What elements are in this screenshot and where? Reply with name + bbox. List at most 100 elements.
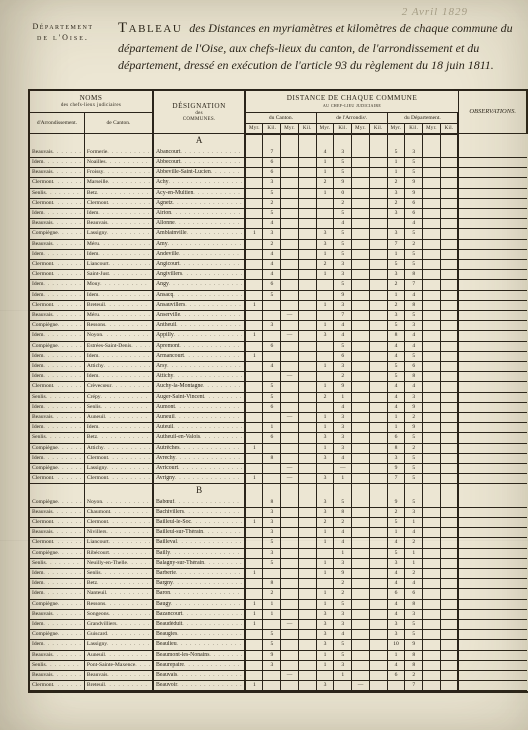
cell-canton: Songeons bbox=[84, 609, 153, 619]
table-row: IdemIdemAndeville41515 bbox=[30, 249, 527, 259]
cell-commune: Autrêches bbox=[153, 443, 245, 453]
paper-fold bbox=[0, 540, 528, 541]
cell-arrondissement: Idem bbox=[30, 423, 84, 433]
header-kil: Kil. bbox=[263, 123, 281, 134]
cell-commune: Beaulieu bbox=[153, 640, 245, 650]
cell-canton: Ressons bbox=[84, 321, 153, 331]
cell-commune: Angicourt bbox=[153, 259, 245, 269]
cell-observations bbox=[458, 413, 527, 423]
table-row: IdemSenlisBarberie11942 bbox=[30, 569, 527, 579]
cell-canton: Betz bbox=[84, 188, 153, 198]
cell-canton: Lassigny bbox=[84, 640, 153, 650]
header-kil: Kil. bbox=[440, 123, 458, 134]
table-row: SenlisBetzAcy-en-Multien51039 bbox=[30, 188, 527, 198]
header-noms-sub: des chefs-lieux judiciaires bbox=[32, 103, 150, 108]
header-kil: Kil. bbox=[298, 123, 316, 134]
table-row: CompiègneRessonsAntheuil31453 bbox=[30, 321, 527, 331]
table-row: IdemIdemAnsacq5914 bbox=[30, 290, 527, 300]
cell-canton: Saint-Just bbox=[84, 270, 153, 280]
cell-canton: Breteuil bbox=[84, 681, 153, 691]
header-kil: Kil. bbox=[369, 123, 387, 134]
department-line2: de l'Oise. bbox=[18, 33, 108, 42]
cell-observations bbox=[458, 528, 527, 538]
cell-commune: Autheuil-en-Valois bbox=[153, 433, 245, 443]
table-row: ClermontClermontAgnetz2226 bbox=[30, 198, 527, 208]
cell-canton: Nanteuil bbox=[84, 589, 153, 599]
cell-arrondissement: Compiègne bbox=[30, 321, 84, 331]
cell-observations bbox=[458, 433, 527, 443]
cell-arrondissement: Beauvais bbox=[30, 310, 84, 320]
department-line1: Département bbox=[18, 22, 108, 31]
cell-canton: Grandvilliers bbox=[84, 620, 153, 630]
cell-canton: Guiscard bbox=[84, 630, 153, 640]
cell-observations bbox=[458, 178, 527, 188]
cell-observations bbox=[458, 310, 527, 320]
cell-commune: Beauvais bbox=[153, 671, 245, 681]
table-row: IdemMouyAngy6527 bbox=[30, 280, 527, 290]
cell-canton: Mouy bbox=[84, 280, 153, 290]
cell-observations bbox=[458, 351, 527, 361]
cell-arrondissement: Beauvais bbox=[30, 609, 84, 619]
header-de-arrond: de l'Arrondisᵗ. bbox=[316, 112, 387, 123]
cell-arrondissement: Compiègne bbox=[30, 464, 84, 474]
cell-canton: Auneuil bbox=[84, 413, 153, 423]
header-arrondissement: d'Arrondissement. bbox=[30, 112, 84, 134]
table-row: BeauvaisSongeonsBazancourt113343 bbox=[30, 609, 527, 619]
cell-canton: Lassigny bbox=[84, 464, 153, 474]
cell-observations bbox=[458, 300, 527, 310]
cell-commune: Auneuil bbox=[153, 413, 245, 423]
cell-commune: Amblainville bbox=[153, 229, 245, 239]
cell-canton: Liancourt bbox=[84, 259, 153, 269]
cell-canton: Formerie bbox=[84, 148, 153, 158]
table-row: ClermontLiancourtAngicourt42355 bbox=[30, 259, 527, 269]
cell-canton: Ribécourt bbox=[84, 548, 153, 558]
cell-canton: Méru bbox=[84, 239, 153, 249]
cell-arrondissement: Idem bbox=[30, 640, 84, 650]
cell-arrondissement: Idem bbox=[30, 579, 84, 589]
cell-arrondissement: Senlis bbox=[30, 188, 84, 198]
cell-commune: Bailleul-le-Soc bbox=[153, 518, 245, 528]
cell-commune: Aumont bbox=[153, 402, 245, 412]
cell-arrondissement: Idem bbox=[30, 351, 84, 361]
cell-canton: Clermont bbox=[84, 474, 153, 484]
cell-arrondissement: Clermont bbox=[30, 300, 84, 310]
table-body: ABeauvaisFormerieAbancourt74353IdemNoail… bbox=[30, 134, 527, 691]
cell-canton: Idem bbox=[84, 208, 153, 218]
cell-commune: Beaudéduit bbox=[153, 620, 245, 630]
table-row: IdemAttichyArsy41356 bbox=[30, 361, 527, 371]
table-row: ClermontBreteuilAnsauvillers11328 bbox=[30, 300, 527, 310]
table-row: IdemGrandvilliersBeaudéduit1—3335 bbox=[30, 620, 527, 630]
table-row: CompiègneRessonsBaugy111548 bbox=[30, 599, 527, 609]
cell-canton: Pont-Sainte-Maxence bbox=[84, 660, 153, 670]
cell-observations bbox=[458, 453, 527, 463]
cell-observations bbox=[458, 290, 527, 300]
cell-commune: Baron bbox=[153, 589, 245, 599]
cell-canton: Senlis bbox=[84, 569, 153, 579]
section-letter-row: A bbox=[30, 134, 527, 148]
cell-commune: Antheuil bbox=[153, 321, 245, 331]
cell-canton: Froissy bbox=[84, 168, 153, 178]
cell-canton: Beauvais bbox=[84, 671, 153, 681]
cell-arrondissement: Clermont bbox=[30, 270, 84, 280]
cell-commune: Baugy bbox=[153, 599, 245, 609]
cell-commune: Abbeville-Saint-Lucien bbox=[153, 168, 245, 178]
cell-canton: Breteuil bbox=[84, 300, 153, 310]
cell-commune: Avrechy bbox=[153, 453, 245, 463]
cell-commune: Arsy bbox=[153, 361, 245, 371]
header-designation: DÉSIGNATION des COMMUNES. bbox=[153, 91, 245, 134]
cell-canton: Noyon bbox=[84, 498, 153, 508]
cell-arrondissement: Senlis bbox=[30, 433, 84, 443]
cell-arrondissement: Compiègne bbox=[30, 498, 84, 508]
cell-canton: Beauvais bbox=[84, 219, 153, 229]
cell-observations bbox=[458, 498, 527, 508]
cell-canton: Chaumont bbox=[84, 507, 153, 517]
table-row: BeauvaisAuneuilBeaumont-les-Nonains91518 bbox=[30, 650, 527, 660]
cell-commune: Anserville bbox=[153, 310, 245, 320]
cell-observations bbox=[458, 148, 527, 158]
header-noms: NOMS des chefs-lieux judiciaires bbox=[30, 91, 153, 113]
header-kil: Kil. bbox=[334, 123, 352, 134]
header-distance-title: DISTANCE DE CHAQUE COMMUNE bbox=[287, 94, 417, 102]
cell-observations bbox=[458, 239, 527, 249]
cell-arrondissement: Beauvais bbox=[30, 650, 84, 660]
header-myr: Myr. bbox=[316, 123, 334, 134]
